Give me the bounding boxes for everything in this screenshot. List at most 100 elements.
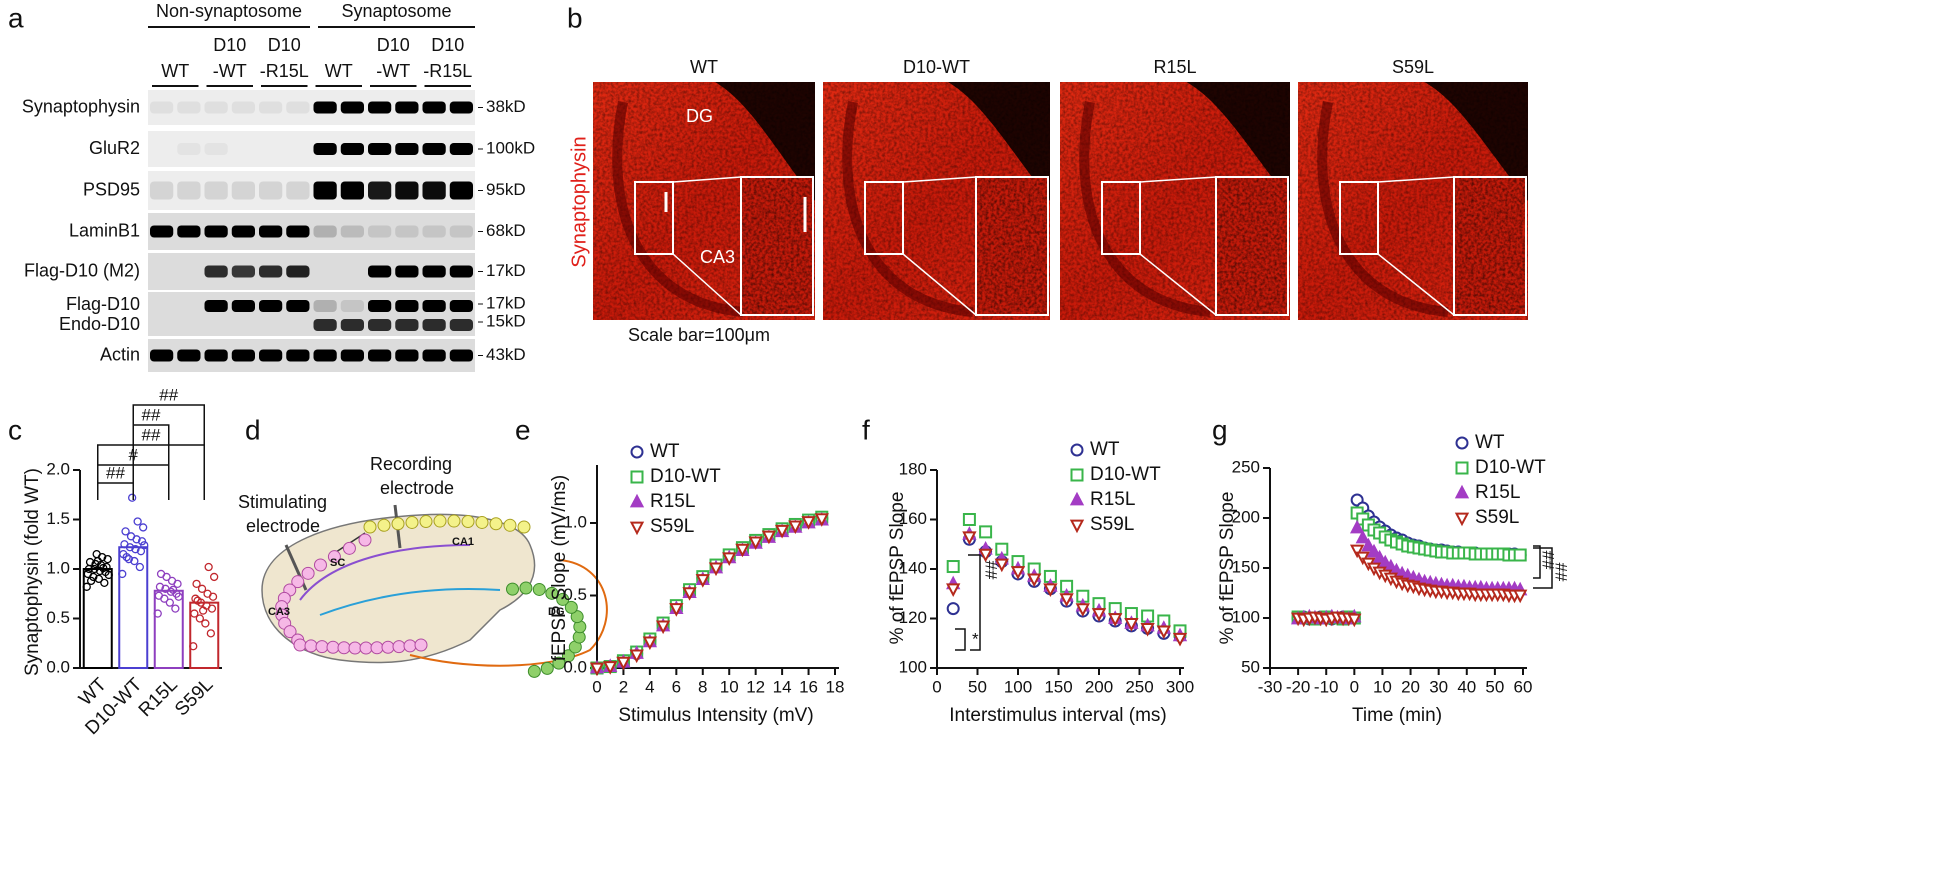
inset-link [1377,253,1455,316]
band [449,143,473,155]
band [231,349,255,362]
dg-cell [561,649,575,663]
band [177,101,201,114]
band [395,181,419,200]
sig-bracket [97,482,134,490]
lane-label: D10 [431,35,464,55]
ca1-cell [405,515,419,529]
x-tick-label: 250 [1125,677,1153,696]
legend-marker [1070,443,1084,457]
band [231,265,255,278]
ca1-cell [419,515,433,529]
bar [153,589,184,670]
dark-region [1424,82,1528,201]
inset-texture [742,178,812,314]
band [313,225,337,238]
band [231,101,255,114]
ca1-cell [433,514,447,528]
x-tick-label: 200 [1085,677,1113,696]
point [1513,548,1527,562]
x-tick-label: 8 [698,677,707,696]
dot [192,579,201,588]
diagram-label: electrode [246,516,320,536]
point [1043,583,1058,597]
dot [124,554,134,564]
x-tick-label: 6 [672,677,681,696]
y-tick-label: 0.5 [563,585,587,604]
image-title: D10-WT [903,57,970,77]
band [422,225,446,238]
group-label: Non-synaptosome [156,1,302,21]
region-label: CA1 [452,536,474,548]
y-tick-label: 150 [1232,557,1260,576]
dot [133,517,142,526]
dot [138,523,148,532]
dot [165,598,175,607]
x-axis-label: Interstimulus interval (ms) [949,705,1167,726]
sig-label: ## [982,561,1001,580]
roi-box [1339,181,1379,255]
band [313,319,337,331]
x-tick-label: 40 [1457,677,1476,696]
band [150,181,174,200]
point [1091,608,1107,622]
sig-label: ## [1552,563,1571,582]
point [962,513,976,526]
dg-cell [556,592,570,606]
band [204,225,228,238]
point [695,574,710,588]
dot [121,527,130,536]
lane-label: -WT [376,61,410,81]
dot [87,576,96,586]
band [313,143,337,155]
sig-bracket [955,628,966,651]
dark-region [715,82,815,201]
scale-label: Scale bar=100μm [628,325,770,345]
dg-cell [540,661,554,675]
legend-marker [630,470,644,484]
inset-link [1139,176,1217,183]
sig-bracket [132,424,170,500]
inset-texture [1455,178,1525,314]
y-tick-label: 1.0 [563,512,587,531]
band [204,349,228,362]
band [286,300,310,312]
y-axis-label: % of fEPSP Slope [887,492,908,645]
ca3-cell [370,641,384,655]
dot [193,596,202,605]
band [313,181,337,200]
y-axis-label: Synaptophysin (fold WT) [22,468,43,676]
band [259,181,283,200]
sig-label: * [972,629,979,648]
dot [197,584,207,593]
legend-marker [629,493,645,508]
lane-label: -WT [213,61,247,81]
band [449,265,473,278]
dot [122,552,131,562]
band [286,265,310,278]
dot [85,557,95,567]
band [313,101,337,114]
band [204,181,228,200]
point [761,530,777,545]
dot [92,550,101,559]
dot [154,591,164,600]
legend-label: D10-WT [1475,457,1546,478]
x-tick-label: 2 [619,677,628,696]
dot [135,562,145,572]
row-label: Actin [100,344,140,364]
ca1-cell [363,520,377,534]
band [313,300,337,312]
dot [161,584,170,593]
diagram-label: Recording [370,454,452,474]
x-axis-label: Time (min) [1352,705,1442,726]
band [231,225,255,238]
dot [190,609,199,618]
point [735,543,750,558]
band [449,319,473,331]
roi-box [634,181,674,255]
legend-marker [1455,436,1469,450]
dot [140,541,149,550]
image-title: WT [690,57,718,77]
x-tick-label: 30 [1429,677,1448,696]
